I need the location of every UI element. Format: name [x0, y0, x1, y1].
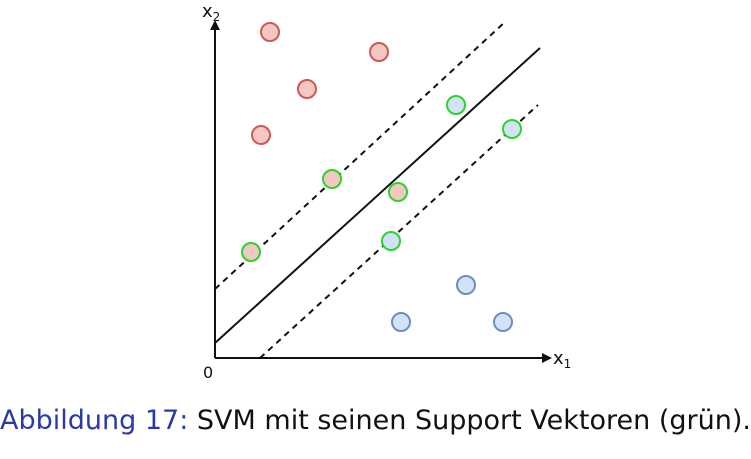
x-axis-label: x1	[553, 348, 571, 371]
lower-margin-line	[259, 104, 539, 359]
y-axis-label-main: x	[202, 1, 213, 22]
data-point-red	[251, 125, 271, 145]
caption-text: SVM mit seinen Support Vektoren (grün).	[188, 405, 751, 436]
support-vector-blue	[446, 95, 466, 115]
data-point-red	[297, 79, 317, 99]
data-points	[241, 22, 522, 332]
data-point-blue	[391, 312, 411, 332]
support-vector-blue	[502, 119, 522, 139]
y-axis-label-sub: 2	[213, 10, 221, 24]
svm-diagram: x2 x1 0	[202, 1, 571, 382]
origin-label: 0	[203, 363, 213, 382]
decision-boundary-line	[214, 47, 541, 344]
data-point-blue	[456, 275, 476, 295]
data-point-blue	[493, 312, 513, 332]
support-vector-red	[241, 242, 261, 262]
support-vector-red	[388, 182, 408, 202]
support-vector-blue	[381, 231, 401, 251]
x-axis-label-sub: 1	[564, 357, 572, 371]
caption-label: Abbildung 17:	[0, 405, 189, 436]
figure-caption: Abbildung 17: SVM mit seinen Support Vek…	[0, 405, 751, 436]
x-axis-label-main: x	[553, 348, 564, 369]
y-axis-label: x2	[202, 1, 220, 24]
data-point-red	[260, 22, 280, 42]
data-point-red	[369, 42, 389, 62]
support-vector-red	[322, 169, 342, 189]
